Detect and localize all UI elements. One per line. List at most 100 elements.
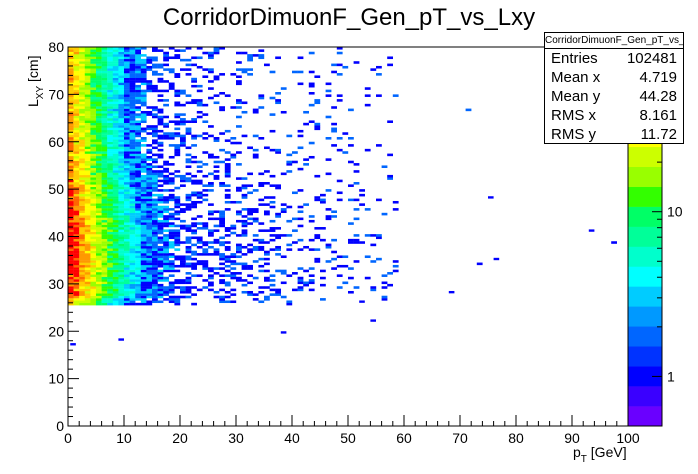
heatmap-cell — [185, 203, 192, 206]
heatmap-cell — [129, 144, 136, 147]
heatmap-cell — [96, 300, 102, 304]
heatmap-cell — [90, 120, 97, 123]
heatmap-cell — [84, 210, 91, 214]
heatmap-cell — [247, 210, 253, 214]
heatmap-cell — [101, 191, 108, 195]
heatmap-cell — [269, 288, 276, 292]
heatmap-cell — [107, 283, 113, 287]
heatmap-cell — [68, 227, 74, 230]
heatmap-cell — [241, 283, 248, 287]
heatmap-cell — [79, 234, 85, 237]
heatmap-cell — [152, 281, 158, 285]
heatmap-cell — [140, 222, 147, 225]
heatmap-cell — [112, 132, 119, 135]
heatmap-cell — [163, 134, 169, 138]
heatmap-cell — [101, 132, 108, 135]
heatmap-cell — [196, 200, 203, 204]
heatmap-cell — [152, 189, 158, 192]
heatmap-cell — [185, 146, 192, 150]
heatmap-cell — [191, 182, 197, 185]
heatmap-cell — [90, 56, 97, 60]
heatmap-cell — [140, 99, 147, 102]
heatmap-cell — [129, 54, 136, 57]
heatmap-cell — [168, 134, 175, 138]
heatmap-cell — [112, 269, 119, 273]
heatmap-cell — [163, 238, 169, 242]
heatmap-cell — [79, 208, 85, 211]
heatmap-cell — [168, 255, 175, 259]
heatmap-cell — [84, 99, 91, 102]
heatmap-cell — [152, 158, 158, 161]
heatmap-cell — [392, 208, 399, 211]
heatmap-cell — [146, 167, 153, 171]
heatmap-cell — [135, 177, 141, 180]
heatmap-cell — [146, 217, 153, 221]
heatmap-cell — [252, 293, 259, 296]
heatmap-cell — [146, 267, 153, 270]
heatmap-cell — [236, 75, 242, 78]
heatmap-cell — [140, 120, 147, 123]
heatmap-cell — [314, 198, 321, 202]
heatmap-cell — [124, 302, 130, 306]
heatmap-cell — [107, 92, 113, 95]
heatmap-cell — [353, 238, 360, 242]
heatmap-cell — [90, 231, 97, 235]
heatmap-cell — [269, 279, 276, 282]
heatmap-cell — [135, 127, 141, 131]
heatmap-cell — [135, 295, 141, 299]
heatmap-cell — [68, 179, 74, 183]
heatmap-cell — [258, 290, 265, 294]
heatmap-cell — [146, 110, 153, 114]
heatmap-cell — [236, 210, 242, 214]
heatmap-cell — [381, 212, 388, 216]
heatmap-cell — [107, 84, 113, 88]
heatmap-cell — [90, 286, 97, 289]
heatmap-cell — [84, 200, 91, 204]
heatmap-cell — [129, 106, 136, 109]
heatmap-cell — [107, 243, 113, 247]
heatmap-cell — [124, 210, 130, 214]
heatmap-cell — [90, 260, 97, 263]
heatmap-cell — [286, 205, 293, 209]
heatmap-cell — [269, 293, 276, 296]
heatmap-cell — [163, 219, 169, 223]
heatmap-cell — [146, 227, 153, 230]
heatmap-cell — [101, 295, 108, 299]
heatmap-cell — [90, 80, 97, 83]
heatmap-cell — [129, 125, 136, 128]
heatmap-cell — [185, 288, 192, 292]
heatmap-cell — [308, 281, 315, 285]
heatmap-cell — [79, 198, 85, 202]
heatmap-cell — [84, 82, 91, 86]
heatmap-cell — [219, 108, 225, 112]
heatmap-cell — [129, 286, 136, 289]
heatmap-cell — [196, 222, 203, 225]
heatmap-cell — [124, 224, 130, 228]
heatmap-cell — [96, 134, 102, 138]
heatmap-cell — [96, 163, 102, 166]
heatmap-cell — [118, 215, 125, 218]
heatmap-cell — [107, 94, 113, 97]
heatmap-cell — [381, 281, 388, 285]
heatmap-cell — [68, 132, 74, 135]
heatmap-cell — [79, 260, 85, 263]
heatmap-cell — [90, 61, 97, 64]
heatmap-cell — [118, 127, 125, 131]
heatmap-cell — [303, 283, 309, 287]
heatmap-cell — [264, 269, 270, 273]
heatmap-cell — [275, 227, 281, 230]
palette-swatch — [628, 366, 662, 387]
heatmap-cell — [264, 146, 270, 150]
heatmap-cell — [157, 272, 164, 275]
heatmap-cell — [135, 231, 141, 235]
heatmap-cell — [146, 191, 153, 195]
heatmap-cell — [174, 281, 181, 285]
heatmap-cell — [124, 125, 130, 128]
stats-label: Entries — [551, 50, 598, 67]
heatmap-cell — [124, 205, 130, 209]
heatmap-cell — [124, 101, 130, 105]
heatmap-cell — [387, 272, 393, 275]
heatmap-cell — [129, 274, 136, 277]
heatmap-cell — [112, 172, 119, 176]
heatmap-cell — [124, 75, 130, 78]
